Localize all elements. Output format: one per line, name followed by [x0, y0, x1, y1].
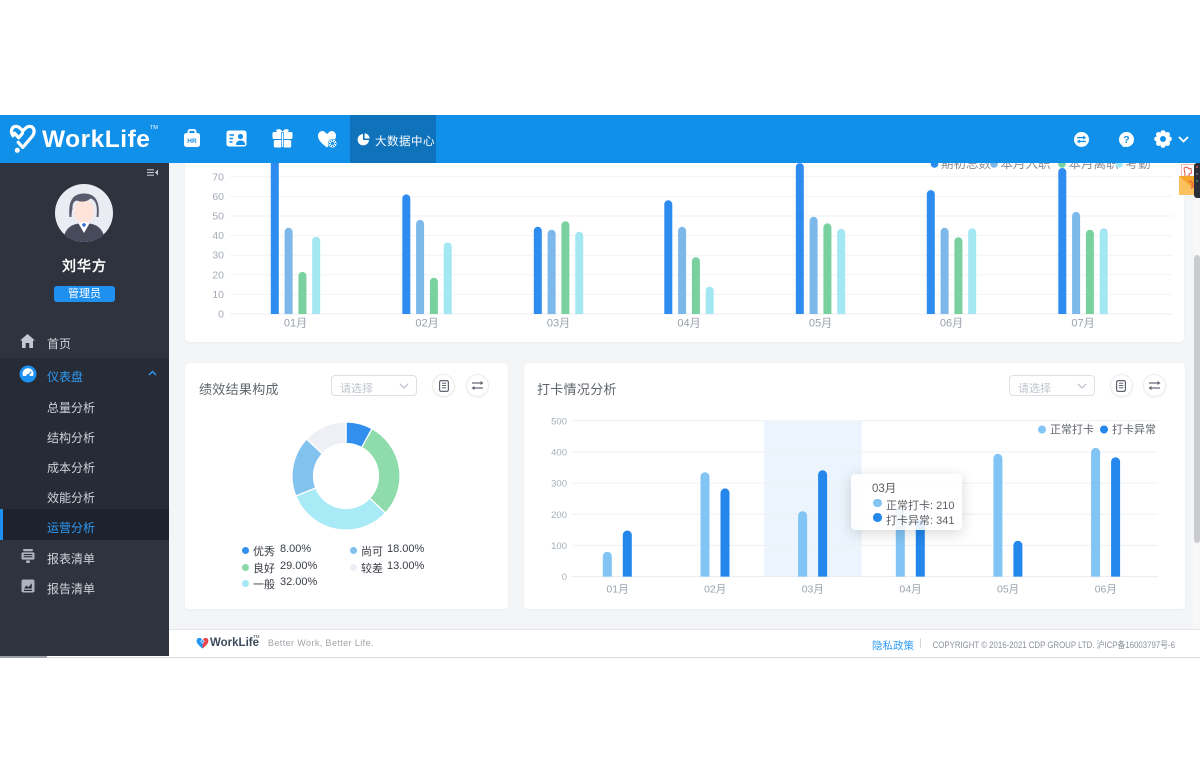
svg-text:04月: 04月	[677, 318, 700, 330]
svg-text:02月: 02月	[415, 318, 438, 330]
svg-text:05月: 05月	[997, 584, 1019, 596]
svg-text:期初总数: 期初总数	[941, 163, 992, 171]
svg-text:本月离职: 本月离职	[1069, 163, 1119, 171]
svg-text:本月入职: 本月入职	[1001, 163, 1051, 171]
svg-text:40: 40	[212, 230, 224, 242]
svg-text:60: 60	[212, 191, 224, 203]
svg-text:30: 30	[212, 250, 224, 262]
svg-text:正常打卡: 正常打卡	[1050, 422, 1094, 436]
svg-text:06月: 06月	[1095, 584, 1117, 596]
svg-text:01月: 01月	[606, 584, 628, 596]
svg-text:20: 20	[212, 269, 224, 281]
svg-text:打卡异常: 打卡异常	[1112, 422, 1156, 436]
svg-text:400: 400	[551, 448, 567, 459]
svg-text:50: 50	[212, 211, 224, 223]
svg-text:100: 100	[551, 541, 567, 552]
svg-text:05月: 05月	[809, 318, 832, 330]
svg-text:04月: 04月	[899, 584, 921, 596]
svg-text:03月: 03月	[802, 584, 824, 596]
svg-text:200: 200	[551, 510, 567, 521]
svg-text:70: 70	[212, 171, 224, 183]
svg-text:06月: 06月	[940, 318, 963, 330]
svg-text:300: 300	[551, 479, 567, 490]
svg-text:?: ?	[1123, 134, 1129, 146]
svg-text:01月: 01月	[284, 318, 307, 330]
svg-text:考勤: 考勤	[1126, 163, 1151, 171]
svg-text:02月: 02月	[704, 584, 726, 596]
svg-text:07月: 07月	[1071, 318, 1094, 330]
svg-text:0: 0	[562, 572, 567, 583]
svg-text:10: 10	[212, 289, 224, 301]
svg-text:500: 500	[551, 416, 567, 427]
svg-text:0: 0	[218, 309, 224, 321]
svg-text:03月: 03月	[547, 318, 570, 330]
svg-text:HR: HR	[187, 138, 197, 145]
